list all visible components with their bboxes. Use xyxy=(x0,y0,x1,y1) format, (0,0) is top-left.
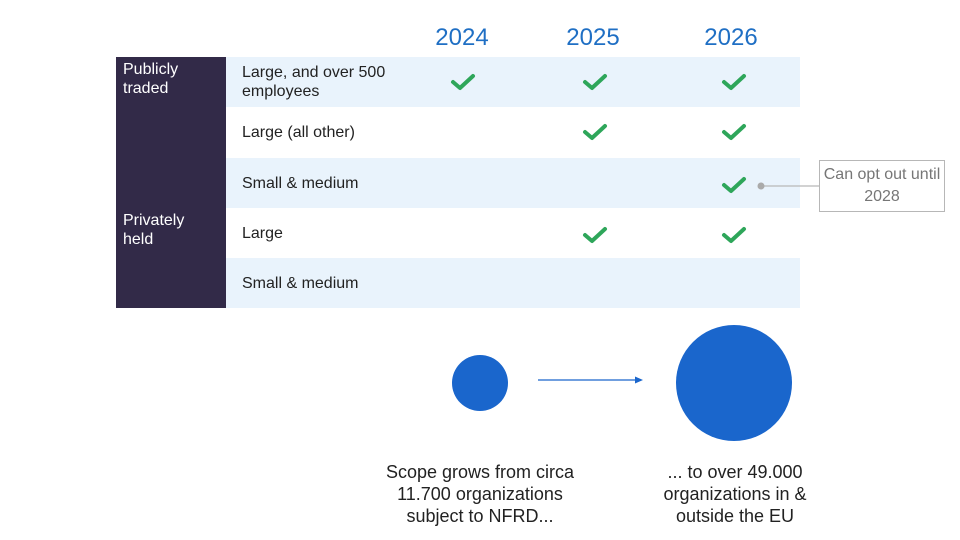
year-header-2025: 2025 xyxy=(566,24,620,51)
callout-dot xyxy=(757,182,765,190)
table-row: Small & medium xyxy=(226,258,800,308)
check-icon xyxy=(722,74,746,90)
year-header-2024: 2024 xyxy=(435,24,489,51)
table-row: Large xyxy=(226,208,800,258)
row-label: Large xyxy=(242,224,283,242)
row-label: Small & medium xyxy=(242,274,359,292)
callout-connector xyxy=(757,182,819,190)
scope-graphic xyxy=(452,325,792,441)
row-label: Large (all other) xyxy=(242,123,355,141)
year-header-2026: 2026 xyxy=(704,24,758,51)
scope-caption-right: ... to over 49.000 organizations in & ou… xyxy=(663,462,807,526)
check-icon xyxy=(722,124,746,140)
small-scope-circle xyxy=(452,355,508,411)
scope-arrow-head xyxy=(635,376,643,384)
check-icon xyxy=(451,74,475,90)
opt-out-callout: Can opt out until 2028 xyxy=(819,160,945,212)
group-publicly-traded: Publicly traded xyxy=(116,57,226,208)
check-icon xyxy=(583,227,607,243)
table-row: Large (all other) xyxy=(226,107,800,157)
large-scope-circle xyxy=(676,325,792,441)
check-icon xyxy=(722,227,746,243)
check-icon xyxy=(583,74,607,90)
check-icon xyxy=(722,177,746,193)
row-label: Large, and over 500 employees xyxy=(242,64,386,100)
table-row: Large, and over 500 employees xyxy=(226,57,800,107)
scope-caption-left: Scope grows from circa 11.700 organizati… xyxy=(385,462,575,526)
table-row: Small & medium xyxy=(226,158,800,208)
check-icon xyxy=(583,124,607,140)
group-privately-held: Privately held xyxy=(116,208,226,308)
row-label: Small & medium xyxy=(242,174,359,192)
